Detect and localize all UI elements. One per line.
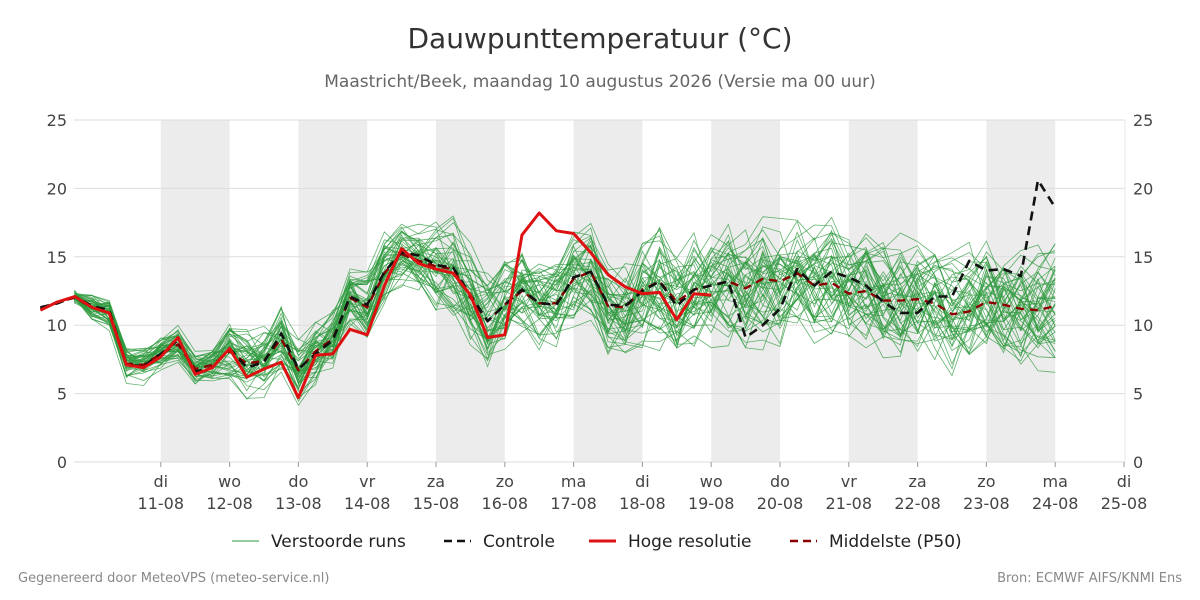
y-tick-label-right: 0 [1133,453,1143,472]
x-tick-day-label: vr [841,472,857,491]
x-tick-day-label: di [635,472,650,491]
ensemble-member-line [74,233,1056,381]
x-tick-date-label: 16-08 [482,494,529,513]
x-tick-date-label: 24-08 [1032,494,1079,513]
y-tick-label-right: 20 [1133,179,1153,198]
x-tick-day-label: wo [218,472,241,491]
x-tick-date-label: 18-08 [619,494,666,513]
y-tick-label-right: 15 [1133,248,1153,267]
footer-generated-by: Gegenereerd door MeteoVPS (meteo-service… [18,571,330,586]
x-tick-day-label: za [427,472,445,491]
y-tick-label-right: 25 [1133,111,1153,130]
legend-label-ensemble: Verstoorde runs [271,532,406,552]
x-tick-day-label: di [1117,472,1132,491]
x-tick-day-label: ma [561,472,586,491]
y-tick-label-left: 10 [47,316,67,335]
x-tick-date-label: 21-08 [826,494,873,513]
ensemble-member-line [74,241,1056,384]
ensemble-member-line [74,229,1056,377]
y-tick-label-right: 10 [1133,316,1153,335]
ensemble-member-line [74,240,1056,400]
x-tick-date-label: 14-08 [344,494,391,513]
x-tick-day-label: di [153,472,168,491]
x-tick-day-label: do [288,472,308,491]
x-tick-date-label: 17-08 [550,494,597,513]
y-tick-label-left: 20 [47,179,67,198]
ensemble-member-line [74,255,1056,374]
shaded-day-band [160,120,230,462]
x-tick-day-label: zo [977,472,995,491]
footer-source: Bron: ECMWF AIFS/KNMI Ens [997,571,1182,586]
x-tick-date-label: 20-08 [757,494,804,513]
x-tick-date-label: 19-08 [688,494,735,513]
series-line-median [39,252,1056,372]
chart-title: Dauwpunttemperatuur (°C) [407,22,793,55]
x-tick-date-label: 25-08 [1101,494,1148,513]
x-tick-day-label: vr [359,472,375,491]
ensemble-member-line [74,222,1056,385]
legend-label-hires: Hoge resolutie [628,532,752,552]
x-tick-date-label: 22-08 [894,494,941,513]
shaded-day-band [298,120,368,462]
legend-label-control: Controle [483,532,555,552]
x-tick-date-label: 13-08 [275,494,322,513]
x-tick-date-label: 15-08 [413,494,460,513]
ensemble-member-line [74,229,1056,399]
x-tick-day-label: do [770,472,790,491]
legend-label-median: Middelste (P50) [829,532,962,552]
y-tick-label-left: 15 [47,248,67,267]
y-tick-label-left: 25 [47,111,67,130]
x-tick-day-label: wo [700,472,723,491]
x-tick-date-label: 12-08 [206,494,253,513]
ensemble-member-line [74,226,1056,369]
y-tick-label-left: 5 [57,385,67,404]
y-tick-label-left: 0 [57,453,67,472]
x-tick-day-label: zo [496,472,514,491]
ensemble-member-line [74,222,1056,382]
ensemble-member-line [74,221,1056,385]
x-tick-date-label: 23-08 [963,494,1010,513]
ensemble-member-line [74,242,1056,378]
x-tick-date-label: 11-08 [138,494,185,513]
x-tick-day-label: ma [1043,472,1068,491]
y-tick-label-right: 5 [1133,385,1143,404]
chart-subtitle: Maastricht/Beek, maandag 10 augustus 202… [324,72,876,92]
series-line-hires [39,211,712,400]
x-tick-day-label: za [908,472,926,491]
ensemble-member-line [74,252,1056,375]
